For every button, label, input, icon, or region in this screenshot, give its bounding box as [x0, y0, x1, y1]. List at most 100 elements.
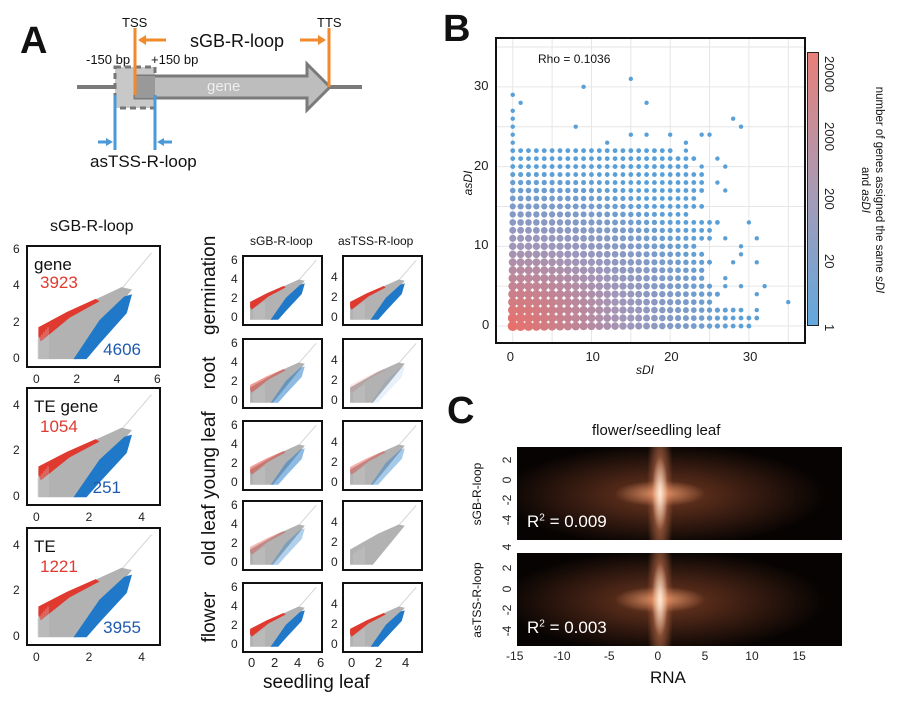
- data-point: [635, 298, 643, 306]
- x-tick: 2: [271, 655, 279, 670]
- data-point: [659, 180, 665, 185]
- data-point: [707, 235, 712, 241]
- data-point: [523, 321, 534, 331]
- data-point: [651, 314, 658, 322]
- x-tick: 15: [792, 649, 806, 663]
- data-point: [604, 227, 611, 234]
- data-point: [539, 321, 549, 331]
- down-points: [73, 434, 132, 498]
- up-points: [38, 298, 100, 342]
- data-point: [667, 243, 673, 250]
- data-point: [509, 187, 516, 194]
- data-point: [571, 313, 580, 323]
- data-point: [524, 281, 533, 291]
- data-point: [596, 172, 602, 177]
- data-point: [572, 227, 580, 234]
- heatmap-ylabel: sGB-R-loop: [470, 462, 484, 526]
- data-point: [683, 243, 689, 249]
- data-point: [517, 234, 525, 242]
- data-point: [547, 305, 557, 315]
- data-point: [659, 172, 665, 177]
- data-point: [715, 156, 720, 161]
- y-tick: 2: [331, 455, 338, 469]
- data-point: [683, 291, 689, 298]
- data-point: [619, 306, 627, 314]
- data-point: [620, 148, 626, 154]
- data-point: [619, 235, 627, 242]
- data-point: [596, 211, 603, 218]
- data-point: [675, 275, 681, 282]
- grid-plot-germination-astss: [342, 255, 423, 326]
- data-point: [691, 275, 697, 281]
- up-points: [38, 579, 100, 621]
- data-point: [563, 274, 572, 283]
- data-point: [651, 259, 658, 266]
- data-point: [628, 203, 634, 210]
- tss-label: TSS: [122, 15, 148, 30]
- scatter-marks: [250, 342, 317, 403]
- data-point: [619, 314, 627, 322]
- data-point: [531, 305, 541, 315]
- data-point: [659, 196, 665, 201]
- data-point: [659, 156, 665, 162]
- neutral-tail: [396, 424, 417, 448]
- data-point: [573, 187, 579, 194]
- data-point: [557, 195, 563, 202]
- data-point: [565, 164, 571, 169]
- y-tick: 4: [331, 515, 338, 529]
- data-point: [635, 322, 643, 330]
- data-point: [556, 250, 564, 259]
- data-point: [595, 314, 604, 323]
- data-point: [563, 297, 573, 307]
- data-point: [547, 321, 557, 331]
- rho-annotation: Rho = 0.1036: [538, 52, 611, 66]
- data-point: [627, 290, 635, 298]
- data-point: [635, 251, 642, 258]
- data-point: [652, 156, 657, 162]
- data-point: [596, 164, 602, 169]
- data-point: [675, 172, 681, 177]
- data-point: [579, 290, 588, 299]
- data-point: [557, 187, 563, 194]
- data-point: [635, 259, 642, 266]
- data-point: [659, 211, 665, 217]
- data-point: [532, 266, 541, 275]
- data-point: [604, 235, 611, 242]
- data-point: [635, 290, 643, 298]
- colorbar-tick: 2000: [822, 122, 837, 151]
- grid-plot-root-astss: [342, 338, 423, 409]
- data-point: [587, 250, 595, 258]
- grid-plot-flower-sgb: [242, 582, 323, 653]
- data-point: [556, 211, 564, 218]
- data-point: [659, 290, 666, 298]
- y-tick: 4: [500, 543, 514, 551]
- data-point: [587, 266, 596, 274]
- data-point: [579, 321, 588, 331]
- data-point: [587, 306, 596, 315]
- data-point: [588, 235, 595, 242]
- data-point: [683, 156, 689, 162]
- data-point: [509, 211, 516, 218]
- data-point: [675, 259, 681, 266]
- scatter-marks: [350, 424, 417, 485]
- data-point: [643, 314, 651, 322]
- data-point: [667, 235, 673, 242]
- data-point: [675, 227, 681, 233]
- data-point: [627, 266, 635, 274]
- data-point: [659, 283, 666, 290]
- data-point: [525, 195, 532, 202]
- data-point: [659, 306, 666, 314]
- data-point: [603, 314, 612, 322]
- x-tick: 4: [138, 650, 145, 664]
- data-point: [533, 172, 539, 178]
- data-point: [549, 164, 555, 169]
- y-tick: 2: [331, 290, 338, 304]
- data-point: [643, 290, 650, 298]
- data-point: [659, 227, 665, 234]
- data-point: [571, 258, 580, 266]
- data-point: [611, 282, 619, 290]
- data-point: [723, 283, 728, 289]
- tss-overlap-box: [135, 76, 155, 98]
- data-point: [556, 203, 563, 210]
- data-point: [565, 172, 571, 178]
